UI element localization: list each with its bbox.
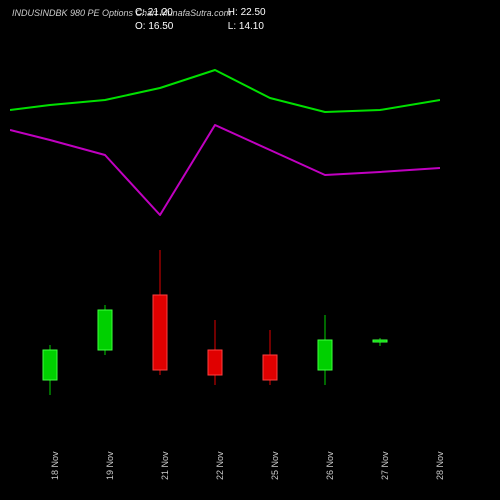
x-axis-label: 19 Nov: [105, 451, 115, 480]
candle-body: [318, 340, 332, 370]
candle-body: [208, 350, 222, 375]
candle-body: [98, 310, 112, 350]
close-label: C:: [135, 7, 145, 18]
indicator-line-green: [10, 70, 440, 112]
high-label: H:: [228, 7, 238, 18]
x-axis-label: 27 Nov: [380, 451, 390, 480]
close-value: 21.20: [148, 7, 173, 18]
candle-body: [373, 340, 387, 342]
x-axis: 18 Nov 19 Nov 21 Nov 22 Nov 25 Nov 26 Nov 27 N…: [10, 445, 440, 495]
x-axis-label: 21 Nov: [160, 451, 170, 480]
candle-body: [153, 295, 167, 370]
open-value: 16.50: [148, 21, 173, 32]
ohlc-readout: C: 21.20 H: 22.50 O: 16.50 L: 14.10: [135, 6, 318, 34]
candle-body: [43, 350, 57, 380]
open-label: O:: [135, 21, 146, 32]
low-label: L:: [228, 21, 236, 32]
low-value: 14.10: [239, 21, 264, 32]
indicator-line-purple: [10, 125, 440, 215]
chart-plot-area: [10, 40, 440, 440]
x-axis-label: 28 Nov: [435, 451, 445, 480]
x-axis-label: 25 Nov: [270, 451, 280, 480]
high-value: 22.50: [241, 7, 266, 18]
x-axis-label: 18 Nov: [50, 451, 60, 480]
candle-body: [263, 355, 277, 380]
x-axis-label: 22 Nov: [215, 451, 225, 480]
chart-svg: [10, 40, 440, 440]
x-axis-label: 26 Nov: [325, 451, 335, 480]
chart-container: INDUSINDBK 980 PE Options Chart MunafaSu…: [0, 0, 500, 500]
